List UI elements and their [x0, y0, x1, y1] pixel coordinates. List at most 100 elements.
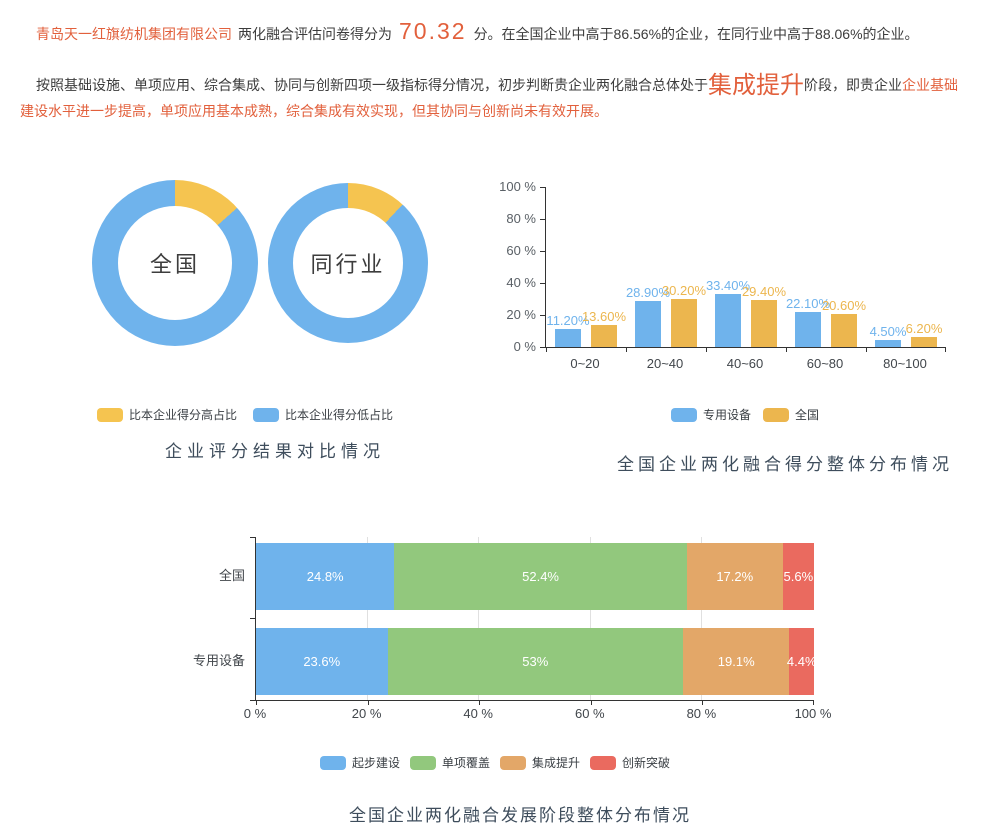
- bar-value-label: 4.50%: [869, 323, 907, 339]
- bar-全国[interactable]: 20.60%: [822, 298, 866, 347]
- bar-x-labels: 0~20 20~40 40~60 60~80 80~100: [545, 356, 945, 374]
- stacked-bar-row: 23.6% 53% 19.1% 4.4%: [256, 628, 817, 695]
- score-suffix: 分。在全国企业中高于86.56%的企业，在同行业中高于88.06%的企业。: [473, 26, 919, 42]
- x-axis-label: 20~40: [646, 356, 684, 371]
- x-axis-label: 80~100: [883, 356, 927, 371]
- segment-value-label: 52.4%: [522, 569, 559, 584]
- donut-chart-industry[interactable]: 同行业: [268, 183, 428, 343]
- axis-tick: [786, 347, 787, 352]
- bar-value-label: 22.10%: [785, 295, 831, 311]
- bar-plot: 11.20% 13.60% 28.90% 30.20% 33.40% 29.40% 22.1…: [540, 187, 946, 352]
- legend-label: 比本企业得分高占比: [128, 408, 237, 422]
- axis-tick: [590, 700, 592, 705]
- gridline: [589, 537, 591, 700]
- bar-chart-title: 全国企业两化融合得分整体分布情况: [617, 455, 953, 474]
- axis-tick: [813, 700, 814, 705]
- legend-label: 创新突破: [622, 756, 671, 770]
- segment-创新突破[interactable]: 4.4%: [787, 628, 817, 695]
- bar-专用设备[interactable]: 11.20%: [546, 313, 590, 347]
- axis-tick: [702, 700, 704, 705]
- legend-label: 单项覆盖: [441, 756, 490, 770]
- stage-summary-detail: 企业基础建设水平进一步提高，单项应用基本成熟，综合集成有效实现，但其协同与创新尚…: [20, 77, 958, 119]
- segment-创新突破[interactable]: 5.6%: [782, 543, 814, 610]
- axis-tick: [540, 251, 545, 252]
- y-axis-label: 0 %: [513, 339, 536, 354]
- bar-专用设备[interactable]: 28.90%: [626, 285, 670, 347]
- legend-swatch-blue: [670, 407, 697, 422]
- bar-group: 22.10% 20.60%: [786, 187, 866, 347]
- legend-label: 集成提升: [532, 756, 581, 770]
- bar-全国[interactable]: 29.40%: [742, 284, 786, 347]
- bar-legend: 专用设备 全国: [545, 406, 945, 423]
- axis-tick: [479, 700, 481, 705]
- bar-全国[interactable]: 30.20%: [662, 283, 706, 347]
- legend-swatch-yellow: [96, 407, 123, 422]
- x-axis-label: 0 %: [243, 706, 267, 721]
- legend-label: 起步建设: [351, 756, 400, 770]
- axis-tick: [540, 187, 545, 188]
- bar-group: 11.20% 13.60%: [546, 187, 626, 347]
- axis-tick: [706, 347, 707, 352]
- segment-value-label: 19.1%: [717, 654, 755, 669]
- bar-专用设备[interactable]: 4.50%: [870, 324, 906, 347]
- stack-row-label: 全国: [218, 568, 245, 583]
- bar-value-label: 6.20%: [905, 321, 943, 337]
- bar-全国[interactable]: 13.60%: [582, 309, 626, 347]
- stage-name: 集成提升: [708, 72, 804, 99]
- axis-tick: [945, 347, 946, 352]
- stage-summary-mid: 阶段，即贵企业: [804, 77, 902, 93]
- axis-tick: [540, 347, 545, 348]
- legend-item-stage-innovate[interactable]: 创新突破: [590, 754, 670, 771]
- legend-swatch-blue: [253, 407, 279, 422]
- legend-item-stage-single[interactable]: 单项覆盖: [409, 754, 490, 771]
- legend-item-score-higher[interactable]: 比本企业得分高占比: [96, 406, 237, 423]
- donut-chart-national[interactable]: 全国: [92, 180, 258, 346]
- x-axis-label: 40 %: [463, 706, 493, 721]
- bar-专用设备[interactable]: 33.40%: [706, 278, 750, 347]
- x-axis-label: 80 %: [686, 706, 717, 721]
- x-axis-label: 40~60: [726, 356, 764, 371]
- legend-label: 比本企业得分低占比: [285, 408, 394, 422]
- bar-group: 33.40% 29.40%: [706, 187, 786, 347]
- legend-label: 专用设备: [702, 408, 751, 422]
- bar-专用设备[interactable]: 22.10%: [786, 296, 830, 347]
- segment-value-label: 5.6%: [783, 569, 814, 584]
- segment-集成提升[interactable]: 17.2%: [686, 543, 783, 610]
- segment-单项覆盖[interactable]: 53%: [387, 628, 683, 695]
- axis-tick: [546, 347, 547, 352]
- legend-item-national[interactable]: 全国: [763, 406, 819, 423]
- legend-item-stage-integrate[interactable]: 集成提升: [500, 754, 580, 771]
- stack-legend: 起步建设 单项覆盖 集成提升 创新突破: [255, 754, 735, 771]
- stage-summary-lead: 按照基础设施、单项应用、综合集成、协同与创新四项一级指标得分情况，初步判断贵企业…: [36, 77, 708, 93]
- segment-起步建设[interactable]: 23.6%: [256, 628, 388, 695]
- axis-tick: [540, 315, 545, 316]
- bar-group: 4.50% 6.20%: [866, 187, 946, 347]
- donut-industry-label: 同行业: [310, 252, 386, 277]
- donut-center-label: 全国: [118, 206, 232, 320]
- bar-value-label: 33.40%: [705, 277, 751, 293]
- legend-item-stage-start[interactable]: 起步建设: [319, 754, 400, 771]
- axis-tick: [250, 537, 255, 538]
- stacked-bar-row: 24.8% 52.4% 17.2% 5.6%: [256, 543, 814, 610]
- bar-value-label: 30.20%: [661, 282, 707, 298]
- axis-tick: [256, 700, 257, 705]
- segment-集成提升[interactable]: 19.1%: [682, 628, 790, 695]
- segment-单项覆盖[interactable]: 52.4%: [394, 543, 687, 610]
- gridline: [366, 537, 368, 700]
- bar-value-label: 11.20%: [546, 313, 590, 329]
- legend-swatch-green: [409, 755, 436, 770]
- y-axis-label: 20 %: [506, 307, 536, 322]
- x-axis-label: 20 %: [351, 706, 382, 721]
- donut-center-label: 同行业: [293, 208, 403, 318]
- x-axis-label: 60~80: [806, 356, 844, 371]
- bar-全国[interactable]: 6.20%: [906, 321, 942, 347]
- stack-row-label: 专用设备: [192, 653, 245, 668]
- donut-legend: 比本企业得分高占比 比本企业得分低占比: [40, 406, 450, 423]
- segment-起步建设[interactable]: 24.8%: [256, 543, 395, 610]
- donut-national-label: 全国: [149, 252, 200, 277]
- score-prefix: 两化融合评估问卷得分为: [238, 26, 392, 42]
- legend-item-special-equipment[interactable]: 专用设备: [670, 406, 751, 423]
- legend-swatch-red: [590, 755, 617, 770]
- legend-item-score-lower[interactable]: 比本企业得分低占比: [253, 406, 393, 423]
- segment-value-label: 53%: [522, 654, 549, 669]
